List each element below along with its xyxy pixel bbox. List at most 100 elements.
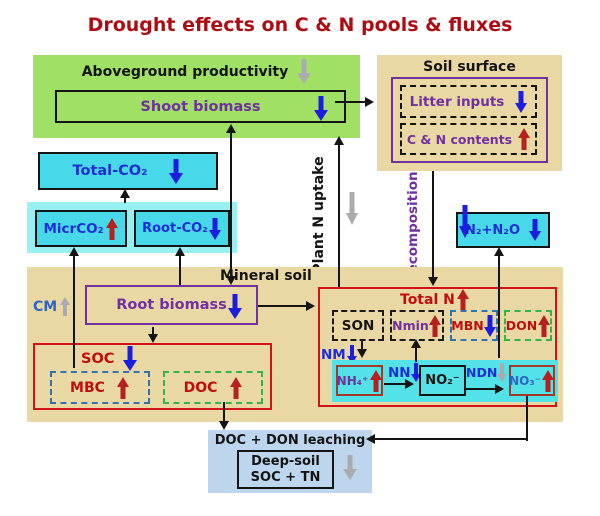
trend-arrow-icon — [514, 90, 527, 113]
arrow-strip-to-n2o — [498, 255, 500, 358]
arrowhead-to-soc — [148, 334, 158, 343]
trend-arrow-icon — [369, 369, 382, 392]
soc-label: SOC — [81, 350, 115, 367]
root-biomass-box: Root biomass — [85, 285, 258, 325]
arrow-rootbiomass-to-totaln — [258, 305, 308, 307]
arrowhead-to-nmin — [411, 339, 421, 348]
arrowhead-plant-n-uptake — [334, 136, 344, 145]
deep-soil-line2: SOC + TN — [250, 469, 321, 485]
arrow-shoot-to-litter — [335, 101, 367, 103]
deep-soil-box: Deep-soil SOC + TN — [237, 450, 334, 489]
soil-surface-panel: Soil surface Litter inputs C & N content… — [377, 55, 562, 171]
shoot-biomass-box: Shoot biomass — [55, 90, 346, 123]
cm-flux: CM — [33, 297, 71, 316]
aboveground-header: Aboveground productivity — [33, 59, 360, 84]
micr-co2-box: MicrCO₂ — [35, 210, 127, 247]
root-co2-box: Root-CO₂ — [134, 210, 230, 247]
arrowhead-to-rootbiomass — [226, 276, 236, 285]
arrowhead-to-totaln — [306, 301, 315, 311]
no2-label: NO₂⁻ — [425, 373, 460, 388]
arrowhead-doc-to-leaching — [219, 421, 229, 430]
trend-arrow-icon — [117, 376, 130, 399]
shoot-biomass-label: Shoot biomass — [140, 98, 261, 115]
arrow-mbc-to-micrco2 — [73, 255, 75, 368]
cm-label: CM — [33, 298, 58, 315]
ndn-label: NDN — [466, 365, 498, 380]
cn-contents-label: C & N contents — [406, 131, 513, 147]
root-co2-label: Root-CO₂ — [142, 221, 208, 236]
mbc-box: MBC — [50, 371, 150, 404]
arrow-rootbiomass-to-rootco2 — [179, 255, 181, 285]
litter-inputs-label: Litter inputs — [409, 93, 505, 110]
arrow-no3-to-leaching-h — [374, 438, 527, 440]
total-co2-box: Total-CO₂ — [38, 152, 218, 190]
trend-arrow-icon — [497, 363, 508, 382]
micr-co2-label: MicrCO₂ — [43, 220, 104, 237]
soil-surface-inner-box: Litter inputs C & N contents — [391, 77, 548, 163]
doc-box: DOC — [163, 371, 263, 404]
trend-arrow-icon — [429, 314, 442, 337]
trend-arrow-icon — [228, 294, 242, 319]
no2-box: NO₂⁻ — [419, 365, 466, 396]
trend-arrow-icon — [484, 314, 497, 337]
total-n-label: Total N — [400, 292, 455, 308]
total-co2-label: Total-CO₂ — [72, 163, 148, 179]
trend-arrow-icon — [537, 314, 550, 337]
arrowhead-to-no3 — [495, 384, 504, 394]
nmin-label: Nmin — [392, 318, 429, 333]
arrow-son-to-nh4 — [361, 341, 363, 351]
mbn-label: MBN — [451, 318, 484, 333]
total-n-row: Total N — [400, 289, 470, 311]
arrowhead-to-shoot — [226, 124, 236, 133]
arrow-no2-to-no3 — [464, 388, 497, 390]
soil-surface-header: Soil surface — [377, 59, 562, 75]
trend-arrow-icon — [169, 158, 184, 184]
litter-inputs-box: Litter inputs — [400, 85, 537, 118]
total-n-box: Total N SON Nmin MBN DON NM — [318, 287, 558, 407]
arrow-decomposition — [432, 171, 434, 277]
aboveground-label: Aboveground productivity — [81, 63, 289, 80]
mbn-box: MBN — [450, 310, 498, 341]
arrowhead-to-rootco2 — [175, 247, 185, 256]
mineral-soil-label: Mineral soil — [220, 268, 312, 284]
n-transform-strip: NH₄⁺ NN NO₂⁻ NDN NO₃⁻ — [332, 360, 558, 402]
arrow-plant-n-uptake — [338, 144, 340, 287]
diagram-title: Drought effects on C & N pools & fluxes — [87, 14, 513, 36]
nn-flux: NN — [388, 363, 421, 382]
arrowhead-to-nh4 — [357, 349, 367, 358]
leaching-panel: DOC + DON leaching Deep-soil SOC + TN — [208, 430, 372, 493]
trend-arrow-icon — [297, 59, 312, 84]
trend-arrow-icon — [60, 297, 71, 316]
nn-label: NN — [388, 364, 411, 381]
arrow-doc-to-leaching — [223, 402, 225, 422]
soc-box: SOC MBC DOC — [33, 343, 272, 410]
no3-box: NO₃⁻ — [509, 365, 555, 396]
trend-arrow-icon — [517, 128, 530, 150]
don-box: DON — [504, 310, 552, 341]
arrow-strip-to-nmin — [415, 347, 417, 362]
no3-label: NO₃⁻ — [509, 373, 541, 388]
mineral-soil-panel: Mineral soil CM Root biomass SOC MBC DOC — [27, 267, 563, 422]
son-label: SON — [341, 317, 375, 334]
nm-label: NM — [321, 346, 346, 363]
co2-strip: MicrCO₂ Root-CO₂ — [27, 202, 237, 253]
arrowhead-to-totalco2 — [120, 189, 130, 198]
ndn-flux: NDN — [466, 363, 508, 382]
deep-soil-line1: Deep-soil — [251, 453, 320, 469]
arrow-no3-to-leaching-v — [526, 396, 528, 441]
mbc-label: MBC — [70, 379, 105, 396]
arrow-shoot-root-exchange — [230, 131, 232, 278]
son-box: SON — [332, 310, 384, 341]
n2-n2o-box: N₂+N₂O — [456, 212, 550, 248]
trend-arrow-icon — [542, 369, 555, 392]
soc-row: SOC — [81, 346, 138, 371]
trend-arrow-icon — [343, 455, 357, 480]
arrowhead-to-n2o — [494, 247, 504, 256]
trend-arrow-icon — [123, 346, 138, 371]
aboveground-panel: Aboveground productivity Shoot biomass — [33, 55, 360, 138]
trend-arrow-icon — [459, 205, 472, 238]
arrowhead-shoot-to-litter — [365, 97, 374, 107]
nh4-box: NH₄⁺ — [336, 365, 383, 396]
arrow-strip-to-totalco2 — [124, 197, 126, 203]
